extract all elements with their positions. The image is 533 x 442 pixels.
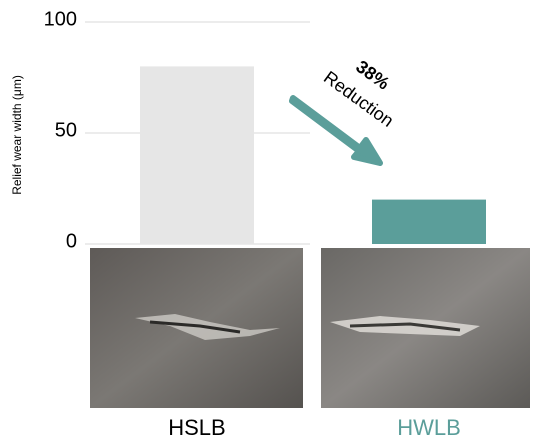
arrow (289, 95, 383, 166)
y-tick-label: 50 (55, 119, 77, 141)
bar (372, 199, 486, 244)
y-tick-label: 0 (66, 230, 77, 252)
bar (140, 66, 254, 245)
y-tick-label: 100 (44, 8, 77, 30)
y-axis-label: Relief wear width (μm) (10, 75, 24, 195)
photo (90, 248, 303, 408)
photo (321, 248, 530, 408)
x-tick-label: HSLB (168, 415, 225, 440)
x-tick-label: HWLB (397, 415, 461, 440)
